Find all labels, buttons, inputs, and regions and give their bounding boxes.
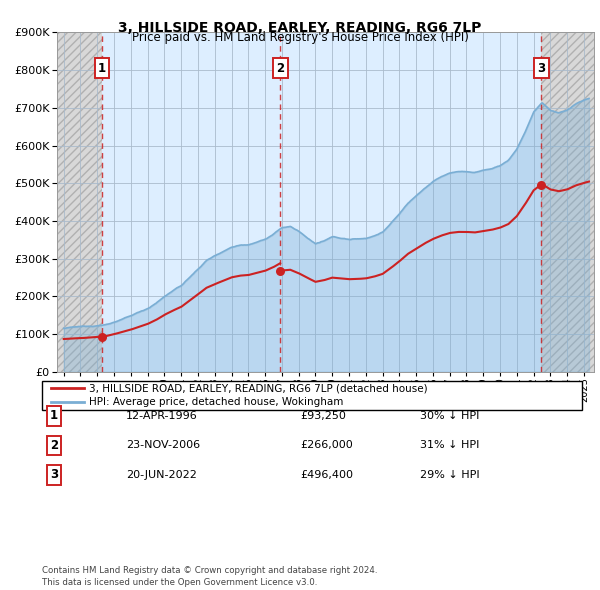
Text: 20-JUN-2022: 20-JUN-2022 <box>126 470 197 480</box>
Text: 29% ↓ HPI: 29% ↓ HPI <box>420 470 479 480</box>
Text: 1: 1 <box>98 61 106 74</box>
Bar <box>57 32 102 372</box>
Text: Price paid vs. HM Land Registry's House Price Index (HPI): Price paid vs. HM Land Registry's House … <box>131 31 469 44</box>
Text: 3, HILLSIDE ROAD, EARLEY, READING, RG6 7LP (detached house): 3, HILLSIDE ROAD, EARLEY, READING, RG6 7… <box>89 384 427 393</box>
Text: 3: 3 <box>50 468 58 481</box>
Text: 30% ↓ HPI: 30% ↓ HPI <box>420 411 479 421</box>
Text: 23-NOV-2006: 23-NOV-2006 <box>126 441 200 450</box>
Text: 2: 2 <box>276 61 284 74</box>
Text: HPI: Average price, detached house, Wokingham: HPI: Average price, detached house, Woki… <box>89 398 343 407</box>
Text: 12-APR-1996: 12-APR-1996 <box>126 411 198 421</box>
Text: Contains HM Land Registry data © Crown copyright and database right 2024.
This d: Contains HM Land Registry data © Crown c… <box>42 566 377 587</box>
Text: 3: 3 <box>538 61 545 74</box>
Bar <box>541 32 594 372</box>
Text: 2: 2 <box>50 439 58 452</box>
Text: £93,250: £93,250 <box>300 411 346 421</box>
Text: 1: 1 <box>50 409 58 422</box>
Text: £266,000: £266,000 <box>300 441 353 450</box>
Text: 31% ↓ HPI: 31% ↓ HPI <box>420 441 479 450</box>
Text: 3, HILLSIDE ROAD, EARLEY, READING, RG6 7LP: 3, HILLSIDE ROAD, EARLEY, READING, RG6 7… <box>118 21 482 35</box>
Text: £496,400: £496,400 <box>300 470 353 480</box>
